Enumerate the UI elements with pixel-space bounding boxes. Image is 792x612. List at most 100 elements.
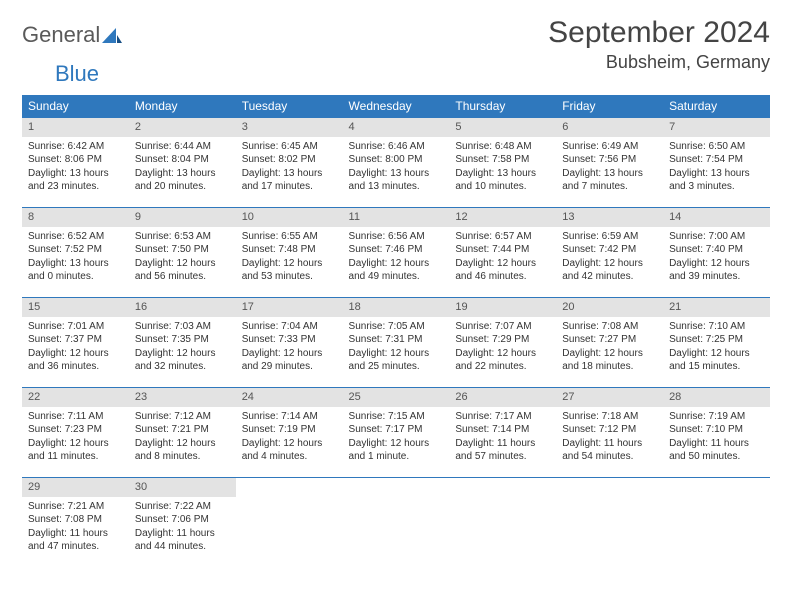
calendar-cell: 16Sunrise: 7:03 AMSunset: 7:35 PMDayligh… — [129, 298, 236, 388]
day-number: 27 — [556, 388, 663, 407]
calendar-cell: 25Sunrise: 7:15 AMSunset: 7:17 PMDayligh… — [343, 388, 450, 478]
day-details: Sunrise: 6:49 AMSunset: 7:56 PMDaylight:… — [556, 137, 663, 200]
calendar-cell: 22Sunrise: 7:11 AMSunset: 7:23 PMDayligh… — [22, 388, 129, 478]
day-details: Sunrise: 6:53 AMSunset: 7:50 PMDaylight:… — [129, 227, 236, 290]
day-number: 15 — [22, 298, 129, 317]
day-number: 22 — [22, 388, 129, 407]
day-details: Sunrise: 7:12 AMSunset: 7:21 PMDaylight:… — [129, 407, 236, 470]
day-details: Sunrise: 7:21 AMSunset: 7:08 PMDaylight:… — [22, 497, 129, 560]
calendar-cell: 5Sunrise: 6:48 AMSunset: 7:58 PMDaylight… — [449, 118, 556, 208]
day-number: 21 — [663, 298, 770, 317]
day-details: Sunrise: 6:45 AMSunset: 8:02 PMDaylight:… — [236, 137, 343, 200]
day-details: Sunrise: 7:17 AMSunset: 7:14 PMDaylight:… — [449, 407, 556, 470]
day-details: Sunrise: 6:55 AMSunset: 7:48 PMDaylight:… — [236, 227, 343, 290]
weekday-header: Tuesday — [236, 95, 343, 118]
day-details: Sunrise: 6:46 AMSunset: 8:00 PMDaylight:… — [343, 137, 450, 200]
calendar-row: 22Sunrise: 7:11 AMSunset: 7:23 PMDayligh… — [22, 388, 770, 478]
weekday-header: Thursday — [449, 95, 556, 118]
day-details: Sunrise: 6:56 AMSunset: 7:46 PMDaylight:… — [343, 227, 450, 290]
calendar-cell: 2Sunrise: 6:44 AMSunset: 8:04 PMDaylight… — [129, 118, 236, 208]
calendar-cell: 14Sunrise: 7:00 AMSunset: 7:40 PMDayligh… — [663, 208, 770, 298]
calendar-cell: 29Sunrise: 7:21 AMSunset: 7:08 PMDayligh… — [22, 478, 129, 568]
day-number: 14 — [663, 208, 770, 227]
day-number: 13 — [556, 208, 663, 227]
day-number: 8 — [22, 208, 129, 227]
calendar-cell: 3Sunrise: 6:45 AMSunset: 8:02 PMDaylight… — [236, 118, 343, 208]
day-details: Sunrise: 7:14 AMSunset: 7:19 PMDaylight:… — [236, 407, 343, 470]
calendar-cell: 11Sunrise: 6:56 AMSunset: 7:46 PMDayligh… — [343, 208, 450, 298]
brand-logo: General — [22, 16, 122, 48]
day-details: Sunrise: 6:52 AMSunset: 7:52 PMDaylight:… — [22, 227, 129, 290]
calendar-row: 1Sunrise: 6:42 AMSunset: 8:06 PMDaylight… — [22, 118, 770, 208]
calendar-cell: 28Sunrise: 7:19 AMSunset: 7:10 PMDayligh… — [663, 388, 770, 478]
calendar-cell — [236, 478, 343, 568]
day-number: 18 — [343, 298, 450, 317]
calendar-cell: 8Sunrise: 6:52 AMSunset: 7:52 PMDaylight… — [22, 208, 129, 298]
weekday-header: Saturday — [663, 95, 770, 118]
calendar-cell — [663, 478, 770, 568]
day-number: 4 — [343, 118, 450, 137]
calendar-cell: 7Sunrise: 6:50 AMSunset: 7:54 PMDaylight… — [663, 118, 770, 208]
brand-word-1: General — [22, 22, 100, 48]
month-title: September 2024 — [548, 16, 770, 50]
day-number: 3 — [236, 118, 343, 137]
calendar-row: 8Sunrise: 6:52 AMSunset: 7:52 PMDaylight… — [22, 208, 770, 298]
calendar-cell: 21Sunrise: 7:10 AMSunset: 7:25 PMDayligh… — [663, 298, 770, 388]
calendar-cell: 6Sunrise: 6:49 AMSunset: 7:56 PMDaylight… — [556, 118, 663, 208]
calendar-cell: 26Sunrise: 7:17 AMSunset: 7:14 PMDayligh… — [449, 388, 556, 478]
day-number: 29 — [22, 478, 129, 497]
day-number: 23 — [129, 388, 236, 407]
calendar-cell: 24Sunrise: 7:14 AMSunset: 7:19 PMDayligh… — [236, 388, 343, 478]
calendar-cell: 23Sunrise: 7:12 AMSunset: 7:21 PMDayligh… — [129, 388, 236, 478]
day-number: 26 — [449, 388, 556, 407]
day-number: 24 — [236, 388, 343, 407]
day-number: 28 — [663, 388, 770, 407]
day-details: Sunrise: 7:15 AMSunset: 7:17 PMDaylight:… — [343, 407, 450, 470]
day-details: Sunrise: 7:18 AMSunset: 7:12 PMDaylight:… — [556, 407, 663, 470]
day-number: 5 — [449, 118, 556, 137]
day-number: 11 — [343, 208, 450, 227]
calendar-cell: 9Sunrise: 6:53 AMSunset: 7:50 PMDaylight… — [129, 208, 236, 298]
calendar-cell: 12Sunrise: 6:57 AMSunset: 7:44 PMDayligh… — [449, 208, 556, 298]
day-details: Sunrise: 7:11 AMSunset: 7:23 PMDaylight:… — [22, 407, 129, 470]
weekday-header-row: SundayMondayTuesdayWednesdayThursdayFrid… — [22, 95, 770, 118]
calendar-cell: 20Sunrise: 7:08 AMSunset: 7:27 PMDayligh… — [556, 298, 663, 388]
calendar-cell: 13Sunrise: 6:59 AMSunset: 7:42 PMDayligh… — [556, 208, 663, 298]
day-number: 2 — [129, 118, 236, 137]
weekday-header: Monday — [129, 95, 236, 118]
day-number: 6 — [556, 118, 663, 137]
calendar-cell: 18Sunrise: 7:05 AMSunset: 7:31 PMDayligh… — [343, 298, 450, 388]
day-details: Sunrise: 7:00 AMSunset: 7:40 PMDaylight:… — [663, 227, 770, 290]
day-details: Sunrise: 7:10 AMSunset: 7:25 PMDaylight:… — [663, 317, 770, 380]
calendar-cell: 19Sunrise: 7:07 AMSunset: 7:29 PMDayligh… — [449, 298, 556, 388]
day-details: Sunrise: 6:59 AMSunset: 7:42 PMDaylight:… — [556, 227, 663, 290]
day-number: 10 — [236, 208, 343, 227]
calendar-cell: 27Sunrise: 7:18 AMSunset: 7:12 PMDayligh… — [556, 388, 663, 478]
day-number: 12 — [449, 208, 556, 227]
day-details: Sunrise: 7:03 AMSunset: 7:35 PMDaylight:… — [129, 317, 236, 380]
calendar-cell: 1Sunrise: 6:42 AMSunset: 8:06 PMDaylight… — [22, 118, 129, 208]
day-details: Sunrise: 6:57 AMSunset: 7:44 PMDaylight:… — [449, 227, 556, 290]
day-number: 19 — [449, 298, 556, 317]
day-details: Sunrise: 7:04 AMSunset: 7:33 PMDaylight:… — [236, 317, 343, 380]
brand-word-2: Blue — [55, 61, 792, 87]
calendar-cell — [343, 478, 450, 568]
day-details: Sunrise: 6:48 AMSunset: 7:58 PMDaylight:… — [449, 137, 556, 200]
calendar-cell: 17Sunrise: 7:04 AMSunset: 7:33 PMDayligh… — [236, 298, 343, 388]
day-number: 17 — [236, 298, 343, 317]
day-number: 1 — [22, 118, 129, 137]
weekday-header: Sunday — [22, 95, 129, 118]
day-details: Sunrise: 7:05 AMSunset: 7:31 PMDaylight:… — [343, 317, 450, 380]
day-details: Sunrise: 6:44 AMSunset: 8:04 PMDaylight:… — [129, 137, 236, 200]
day-details: Sunrise: 7:19 AMSunset: 7:10 PMDaylight:… — [663, 407, 770, 470]
day-details: Sunrise: 6:50 AMSunset: 7:54 PMDaylight:… — [663, 137, 770, 200]
day-number: 20 — [556, 298, 663, 317]
calendar-row: 29Sunrise: 7:21 AMSunset: 7:08 PMDayligh… — [22, 478, 770, 568]
weekday-header: Wednesday — [343, 95, 450, 118]
day-number: 25 — [343, 388, 450, 407]
calendar-cell — [449, 478, 556, 568]
day-details: Sunrise: 7:01 AMSunset: 7:37 PMDaylight:… — [22, 317, 129, 380]
weekday-header: Friday — [556, 95, 663, 118]
calendar-row: 15Sunrise: 7:01 AMSunset: 7:37 PMDayligh… — [22, 298, 770, 388]
calendar-cell — [556, 478, 663, 568]
